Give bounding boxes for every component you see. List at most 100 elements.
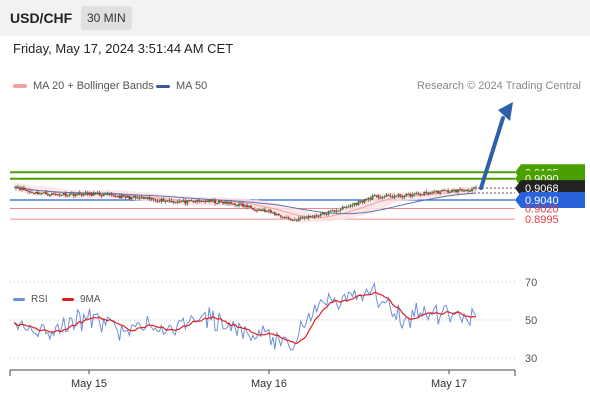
candle-body [475,187,477,189]
timestamp: Friday, May 17, 2024 3:51:44 AM CET [13,41,234,56]
candle-body [22,187,25,190]
symbol-title: USD/CHF [10,10,73,26]
candle-body [138,197,141,199]
candle-body [417,193,420,195]
ma50-swatch [156,84,170,88]
candle-body [327,211,330,215]
candle-body [347,206,350,208]
candle-body [244,205,246,207]
candle-body [48,194,51,196]
candle-body [238,203,241,206]
rsi-line [13,282,477,351]
candle-body [60,195,63,197]
candle-body [443,190,446,192]
candle-body [293,219,296,221]
candle-body [285,217,288,219]
candle-body [283,217,286,219]
rsi-tick-30: 30 [525,353,537,365]
candle-body [319,214,322,216]
candle-body [176,201,179,203]
candle-body [321,212,324,215]
candle-body [369,198,372,200]
candle-body [357,201,360,205]
candle-body [275,214,278,216]
candle-body [301,217,304,219]
candle-body [463,190,466,192]
candle-body [52,193,55,195]
candle-body [455,189,458,192]
candle-body [102,193,105,196]
candle-body [281,216,284,218]
level-tag-0.9040 [515,192,585,208]
candle-body [166,200,169,202]
candle-body [351,204,354,206]
candle-body [210,199,213,202]
candle-body [269,210,272,213]
candle-body [331,210,334,212]
candle-body [363,199,366,203]
candle-body [76,192,79,195]
candle-body [391,196,394,198]
candle-body [329,210,332,212]
candle-body [62,193,65,196]
candle-body [150,198,153,200]
candle-body [265,210,268,212]
candle-body [160,198,163,202]
candle-body [473,187,476,189]
candle-body [465,189,468,191]
candle-body [403,195,406,198]
candle-body [14,186,17,188]
candle-body [355,203,358,205]
x-tick-label: May 16 [251,378,287,390]
candle-body [361,200,364,203]
candle-body [146,197,149,199]
timeframe-badge[interactable]: 30 MIN [81,6,132,30]
candle-body [112,194,115,197]
candle-body [242,203,245,207]
candle-body [110,193,113,195]
candle-body [50,193,53,195]
candle-body [170,200,173,202]
candle-body [277,214,280,216]
candle-body [216,203,219,205]
candle-body [365,199,368,201]
candle-body [124,195,127,198]
candle-body [435,190,438,192]
candle-body [421,194,424,196]
candle-body [20,187,23,190]
candle-body [26,190,29,192]
candle-body [134,196,137,198]
forecast-arrow-head [498,102,513,121]
candle-body [299,217,302,219]
candle-body [425,191,428,193]
candle-body [429,192,432,195]
candle-body [82,193,85,196]
candle-body [325,213,328,215]
candle-body [206,200,209,202]
candle-body [132,196,135,198]
candle-body [313,215,316,218]
candle-body [341,206,344,210]
candle-body [46,194,49,196]
candle-body [415,193,418,195]
candle-body [453,189,456,191]
x-tick-label: May 17 [431,378,467,390]
candle-body [98,192,101,196]
candle-body [359,200,362,202]
rsi-tick-70: 70 [525,277,537,289]
candle-body [194,201,197,203]
candle-body [142,197,145,199]
candle-body [349,205,352,207]
candle-body [377,195,380,198]
candle-body [80,194,83,196]
candle-body [373,195,376,197]
candle-body [323,212,326,214]
candle-body [92,193,95,196]
candle-body [154,199,157,201]
candle-body [200,200,203,202]
candle-body [94,193,97,195]
candle-body [96,192,99,194]
candle-body [395,195,398,197]
candle-body [367,198,370,200]
candle-body [307,215,310,219]
